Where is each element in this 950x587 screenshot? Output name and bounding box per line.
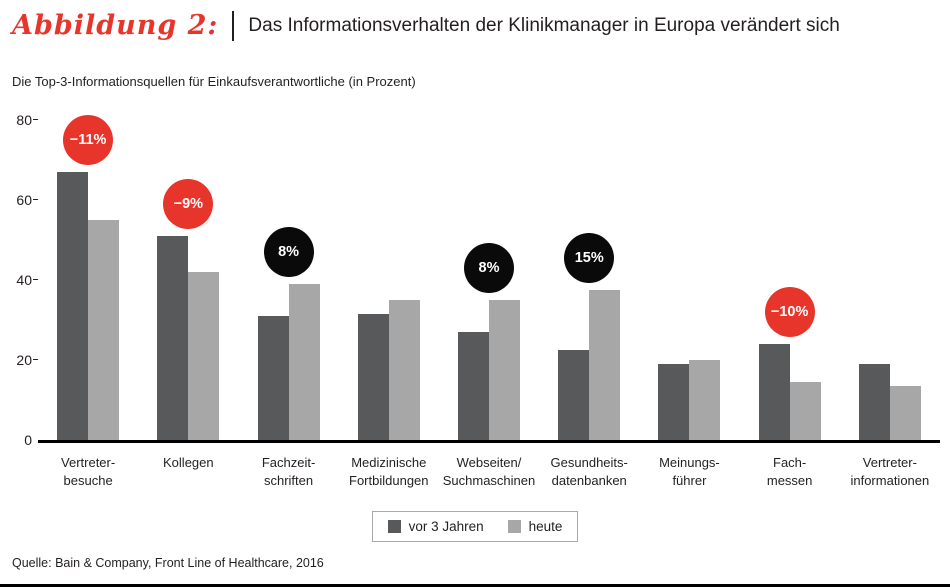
legend-item: vor 3 Jahren	[387, 519, 484, 534]
bar-group: 15%	[539, 120, 639, 440]
x-axis-label: Kollegen	[163, 455, 214, 470]
bar-group: −10%	[740, 120, 840, 440]
bar-group	[639, 120, 739, 440]
legend-swatch	[387, 520, 401, 533]
change-badge: 8%	[263, 227, 314, 277]
legend-label: vor 3 Jahren	[408, 519, 484, 534]
bar-heute	[388, 300, 420, 440]
bar-group	[840, 120, 940, 440]
change-badge: −11%	[63, 115, 114, 165]
x-axis-label: Gesundheits-datenbanken	[550, 455, 628, 488]
y-tick-mark	[33, 119, 38, 120]
plot-area: 0 20 40 60 80 −11% −9% 8% 8% 15% −10%	[16, 112, 940, 448]
change-badge: 8%	[463, 243, 514, 293]
change-badge: 15%	[564, 233, 615, 283]
figure-title: Das Informationsverhalten der Klinikmana…	[248, 14, 840, 36]
y-tick-label: 0	[24, 432, 32, 448]
change-badge: −10%	[764, 287, 815, 337]
bar-group	[339, 120, 439, 440]
bar-vor-3-jahren	[858, 364, 890, 440]
bar-heute	[488, 300, 520, 440]
bar-vor-3-jahren	[758, 344, 790, 440]
x-axis-label: Vertreter-besuche	[61, 455, 116, 488]
x-axis-label: Webseiten/Suchmaschinen	[442, 455, 536, 488]
bar-vor-3-jahren	[457, 332, 489, 440]
bar-group: −9%	[138, 120, 238, 440]
footer-rule	[0, 584, 950, 587]
bar-vor-3-jahren	[558, 350, 590, 440]
bar-heute	[589, 290, 621, 440]
y-tick-label: 20	[16, 352, 32, 368]
change-badge: −9%	[163, 179, 214, 229]
bar-vor-3-jahren	[257, 316, 289, 440]
bar-vor-3-jahren	[57, 172, 89, 440]
bar-vor-3-jahren	[658, 364, 690, 440]
x-axis-label: Medizinische Fortbildungen	[349, 455, 429, 488]
bar-chart: 0 20 40 60 80 −11% −9% 8% 8% 15% −10% Vertreter-be…	[8, 112, 940, 489]
bar-heute	[188, 272, 220, 440]
bar-heute	[88, 220, 120, 440]
legend-label: heute	[528, 519, 563, 534]
bar-vor-3-jahren	[357, 314, 389, 440]
y-tick-label: 80	[16, 112, 32, 128]
x-axis-labels: Vertreter-besuche Kollegen Fachzeit-schrif…	[38, 443, 940, 489]
figure-header: Abbildung 2: Das Informationsverhalten d…	[12, 10, 840, 41]
y-tick-mark	[33, 359, 38, 360]
bar-heute	[689, 360, 721, 440]
x-axis-label: Fach-messen	[766, 455, 813, 488]
legend-box: vor 3 Jahren heute	[371, 511, 579, 542]
source-note: Quelle: Bain & Company, Front Line of He…	[12, 556, 324, 570]
y-tick-mark	[33, 279, 38, 280]
y-tick-label: 40	[16, 272, 32, 288]
bar-heute	[889, 386, 921, 440]
bar-group: 8%	[238, 120, 338, 440]
bar-group: −11%	[38, 115, 138, 440]
chart-subtitle: Die Top-3-Informationsquellen für Einkau…	[12, 74, 416, 89]
legend-item: heute	[507, 519, 563, 534]
x-axis-label: Fachzeit-schriften	[261, 455, 316, 488]
legend: vor 3 Jahren heute	[0, 511, 950, 542]
header-divider	[232, 10, 235, 41]
bar-heute	[789, 382, 821, 440]
legend-swatch	[507, 520, 521, 533]
figure-label: Abbildung 2:	[12, 10, 219, 41]
y-tick-label: 60	[16, 192, 32, 208]
bar-group: 8%	[439, 120, 539, 440]
x-axis-label: Vertreter-informationen	[850, 455, 930, 488]
bar-heute	[288, 284, 320, 440]
x-axis-label: Meinungs-führer	[659, 455, 720, 488]
bar-vor-3-jahren	[157, 236, 189, 440]
y-tick-mark	[33, 199, 38, 200]
